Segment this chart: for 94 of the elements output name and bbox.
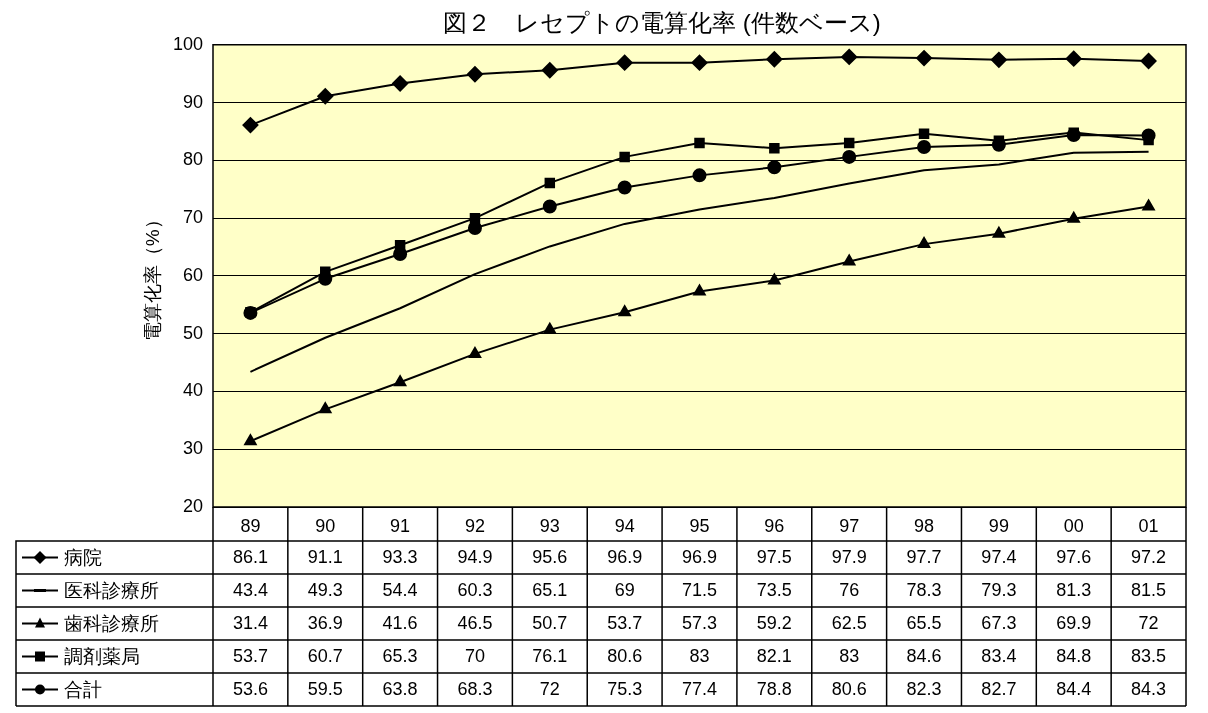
data-label: 50.7 [532, 613, 568, 634]
y-tick-label: 40 [182, 380, 203, 401]
data-label: 94.9 [457, 547, 493, 568]
data-label: 97.5 [756, 547, 792, 568]
data-label: 84.4 [1056, 679, 1092, 700]
data-label: 65.3 [382, 646, 418, 667]
data-label: 54.4 [382, 580, 418, 601]
data-label: 69.9 [1056, 613, 1092, 634]
y-tick-label: 70 [182, 207, 203, 228]
data-label: 76.1 [532, 646, 568, 667]
data-label: 84.3 [1131, 679, 1167, 700]
data-label: 93.3 [382, 547, 418, 568]
data-label: 62.5 [831, 613, 867, 634]
data-label: 82.1 [756, 646, 792, 667]
y-tick-label: 50 [182, 322, 203, 343]
data-label: 75.3 [607, 679, 643, 700]
data-label: 53.7 [232, 646, 268, 667]
y-tick-label: 100 [172, 33, 203, 54]
x-tick-label: 95 [689, 515, 710, 536]
data-label: 96.9 [681, 547, 718, 568]
data-label: 53.6 [232, 679, 268, 700]
legend-label: 医科診療所 [64, 579, 159, 601]
data-label: 36.9 [307, 613, 343, 634]
data-label: 97.9 [831, 547, 867, 568]
data-label: 77.4 [681, 679, 718, 700]
data-label: 43.4 [232, 580, 268, 601]
legend-label: 病院 [64, 546, 102, 568]
data-label: 59.5 [307, 679, 343, 700]
data-label: 69 [614, 580, 635, 601]
data-label: 81.5 [1131, 580, 1167, 601]
data-label: 80.6 [831, 679, 867, 700]
data-label: 78.3 [906, 580, 942, 601]
x-tick-label: 01 [1138, 515, 1159, 536]
data-label: 31.4 [232, 613, 268, 634]
data-label: 71.5 [681, 580, 718, 601]
data-label: 76 [839, 580, 860, 601]
x-tick-label: 91 [390, 515, 411, 536]
x-tick-label: 93 [539, 515, 560, 536]
data-label: 97.6 [1056, 547, 1092, 568]
x-tick-label: 90 [315, 515, 336, 536]
y-axis-title: 電算化率（%） [141, 210, 163, 342]
x-tick-label: 96 [764, 515, 785, 536]
legend-label: 歯科診療所 [64, 612, 159, 634]
data-label: 97.2 [1131, 547, 1167, 568]
data-label: 73.5 [756, 580, 792, 601]
y-tick-label: 20 [182, 495, 203, 516]
data-label: 91.1 [307, 547, 343, 568]
x-tick-label: 94 [614, 515, 635, 536]
data-label: 83 [839, 646, 860, 667]
data-label: 97.4 [981, 547, 1017, 568]
data-label: 65.1 [532, 580, 568, 601]
data-label: 79.3 [981, 580, 1017, 601]
data-label: 60.3 [457, 580, 493, 601]
data-label: 41.6 [382, 613, 418, 634]
x-tick-label: 97 [839, 515, 860, 536]
data-label: 83.4 [981, 646, 1017, 667]
data-label: 84.6 [906, 646, 942, 667]
data-label: 57.3 [681, 613, 718, 634]
x-tick-label: 00 [1063, 515, 1084, 536]
legend-label: 合計 [64, 678, 102, 700]
x-tick-label: 89 [240, 515, 261, 536]
data-label: 97.7 [906, 547, 942, 568]
data-label: 65.5 [906, 613, 942, 634]
chart-title: 図２ レセプトの電算化率 (件数ベース) [443, 9, 881, 37]
data-label: 83.5 [1131, 646, 1167, 667]
data-label: 78.8 [756, 679, 792, 700]
data-label: 81.3 [1056, 580, 1092, 601]
data-label: 95.6 [532, 547, 568, 568]
data-label: 96.9 [607, 547, 643, 568]
legend-label: 調剤薬局 [64, 645, 140, 667]
data-label: 72 [539, 679, 560, 700]
data-label: 82.7 [981, 679, 1017, 700]
y-tick-label: 30 [182, 438, 203, 459]
x-tick-label: 98 [914, 515, 935, 536]
y-tick-label: 90 [182, 91, 203, 112]
data-label: 63.8 [382, 679, 418, 700]
data-label: 84.8 [1056, 646, 1092, 667]
data-label: 67.3 [981, 613, 1017, 634]
y-tick-label: 60 [182, 264, 203, 285]
x-tick-label: 99 [988, 515, 1009, 536]
y-tick-label: 80 [182, 149, 203, 170]
data-label: 53.7 [607, 613, 643, 634]
data-label: 80.6 [607, 646, 643, 667]
data-label: 72 [1138, 613, 1159, 634]
data-label: 70 [464, 646, 485, 667]
x-tick-label: 92 [464, 515, 485, 536]
data-label: 60.7 [307, 646, 343, 667]
data-label: 86.1 [232, 547, 268, 568]
data-label: 46.5 [457, 613, 493, 634]
data-label: 82.3 [906, 679, 942, 700]
data-label: 83 [689, 646, 710, 667]
data-label: 49.3 [307, 580, 343, 601]
data-label: 59.2 [756, 613, 792, 634]
data-label: 68.3 [457, 679, 493, 700]
